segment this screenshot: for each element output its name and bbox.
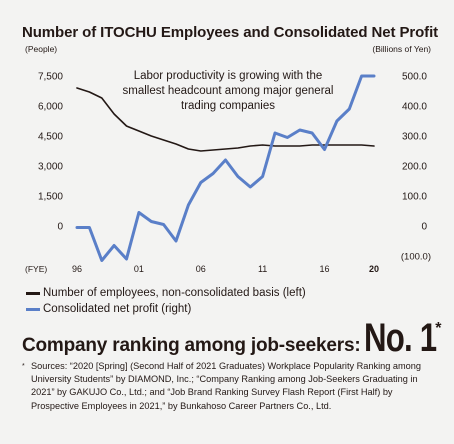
right-axis-tick-label: 400.0 bbox=[402, 102, 427, 113]
x-axis-tick-label: 96 bbox=[72, 264, 82, 274]
left-axis-unit: (People) bbox=[25, 44, 57, 54]
ranking-value: No. 1 bbox=[364, 316, 437, 360]
x-axis-tick-label: 16 bbox=[319, 264, 329, 274]
x-axis-tick-label: 11 bbox=[258, 264, 267, 274]
legend-swatch-employees bbox=[26, 291, 40, 295]
left-axis-tick-label: 3,000 bbox=[38, 162, 63, 173]
sources-text: Sources: “2020 [Spring] (Second Half of … bbox=[31, 361, 422, 411]
x-axis-tick-label: 06 bbox=[196, 264, 206, 274]
series-line-net-profit bbox=[75, 74, 376, 262]
chart-annotation-line: smallest headcount among major general bbox=[123, 85, 334, 97]
legend-label-employees: Number of employees, non-consolidated ba… bbox=[43, 287, 306, 299]
left-axis-tick-label: 0 bbox=[57, 222, 63, 233]
chart-area: (People) (Billions of Yen) 7,500 6,000 4,5… bbox=[25, 44, 431, 274]
right-axis-tick-label: 500.0 bbox=[402, 72, 427, 83]
sources-footnote: * Sources: “2020 [Spring] (Second Half o… bbox=[22, 360, 432, 413]
left-axis-tick-label: 4,500 bbox=[38, 132, 63, 143]
chart-annotation-line: trading companies bbox=[181, 100, 275, 112]
right-axis-tick-label: 0 bbox=[421, 222, 427, 233]
chart-annotation: Labor productivity is growing with the sm… bbox=[123, 70, 334, 112]
legend-item-net-profit: Consolidated net profit (right) bbox=[26, 303, 191, 315]
x-axis-tick-label: 01 bbox=[134, 264, 144, 274]
right-axis-ticks: 500.0 400.0 300.0 200.0 100.0 0 (100.0) bbox=[401, 72, 431, 263]
right-axis-tick-label: (100.0) bbox=[401, 252, 431, 263]
right-axis-unit: (Billions of Yen) bbox=[372, 44, 431, 54]
series-layer bbox=[75, 74, 376, 262]
ranking-footnote-mark: * bbox=[435, 320, 442, 337]
right-axis-tick-label: 100.0 bbox=[402, 192, 427, 203]
legend-item-employees: Number of employees, non-consolidated ba… bbox=[26, 287, 306, 299]
series-line-employees bbox=[76, 87, 375, 152]
left-axis-ticks: 7,500 6,000 4,500 3,000 1,500 0 bbox=[38, 72, 63, 233]
right-axis-tick-label: 200.0 bbox=[402, 162, 427, 173]
x-axis-tick-label: 20 bbox=[369, 264, 379, 274]
right-axis-tick-label: 300.0 bbox=[402, 132, 427, 143]
left-axis-tick-label: 6,000 bbox=[38, 102, 63, 113]
chart-annotation-line: Labor productivity is growing with the bbox=[134, 70, 323, 82]
legend-swatch-net-profit bbox=[26, 307, 40, 311]
left-axis-tick-label: 1,500 bbox=[38, 192, 63, 203]
left-axis-tick-label: 7,500 bbox=[38, 72, 63, 83]
legend-label-net-profit: Consolidated net profit (right) bbox=[43, 303, 192, 315]
x-axis-label: (FYE) bbox=[25, 264, 47, 274]
sources-footnote-mark: * bbox=[22, 363, 25, 370]
ranking-text: Company ranking among job-seekers: bbox=[22, 335, 361, 356]
chart-title: Number of ITOCHU Employees and Consolida… bbox=[22, 24, 439, 41]
ranking-statement: Company ranking among job-seekers: No. 1… bbox=[22, 316, 441, 361]
x-axis-ticks: 96 01 06 11 16 20 bbox=[72, 264, 379, 274]
